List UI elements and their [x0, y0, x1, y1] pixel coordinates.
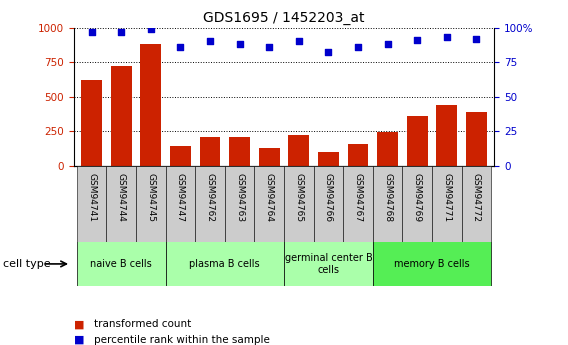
Bar — [225, 166, 254, 242]
Text: GSM94763: GSM94763 — [235, 173, 244, 222]
Bar — [343, 166, 373, 242]
Point — [206, 39, 215, 44]
Bar — [373, 241, 491, 286]
Point — [265, 44, 274, 50]
Point — [324, 50, 333, 55]
Bar — [377, 132, 398, 166]
Text: transformed count: transformed count — [94, 319, 191, 329]
Point — [87, 29, 96, 34]
Bar — [348, 144, 369, 166]
Bar — [373, 166, 402, 242]
Bar — [318, 152, 339, 166]
Text: GSM94744: GSM94744 — [116, 173, 126, 222]
Text: GSM94771: GSM94771 — [442, 173, 452, 222]
Bar — [170, 146, 191, 166]
Bar — [284, 241, 373, 286]
Point — [146, 26, 155, 32]
Bar — [166, 166, 195, 242]
Point — [294, 39, 303, 44]
Text: GSM94767: GSM94767 — [353, 173, 362, 222]
Title: GDS1695 / 1452203_at: GDS1695 / 1452203_at — [203, 11, 365, 25]
Bar — [314, 166, 343, 242]
Bar — [111, 66, 132, 166]
Point — [472, 36, 481, 41]
Text: naive B cells: naive B cells — [90, 259, 152, 269]
Bar — [432, 166, 462, 242]
Text: GSM94745: GSM94745 — [147, 173, 155, 222]
Bar — [140, 44, 161, 166]
Bar — [462, 166, 491, 242]
Text: GSM94768: GSM94768 — [383, 173, 392, 222]
Text: GSM94762: GSM94762 — [206, 173, 215, 222]
Bar — [77, 241, 166, 286]
Text: ■: ■ — [74, 319, 84, 329]
Point — [353, 44, 362, 50]
Text: GSM94764: GSM94764 — [265, 173, 274, 222]
Bar — [289, 135, 309, 166]
Bar — [166, 241, 284, 286]
Bar — [195, 166, 225, 242]
Bar — [436, 105, 457, 166]
Text: GSM94747: GSM94747 — [176, 173, 185, 222]
Point — [383, 41, 392, 47]
Text: GSM94769: GSM94769 — [413, 173, 421, 222]
Point — [413, 37, 422, 43]
Bar — [106, 166, 136, 242]
Bar — [77, 166, 106, 242]
Bar — [229, 137, 250, 166]
Bar — [254, 166, 284, 242]
Text: ■: ■ — [74, 335, 84, 345]
Text: memory B cells: memory B cells — [394, 259, 470, 269]
Bar — [136, 166, 166, 242]
Text: plasma B cells: plasma B cells — [190, 259, 260, 269]
Bar — [466, 112, 487, 166]
Text: GSM94765: GSM94765 — [294, 173, 303, 222]
Bar — [284, 166, 314, 242]
Point — [116, 29, 126, 34]
Point — [176, 44, 185, 50]
Point — [442, 34, 452, 40]
Bar — [199, 137, 220, 166]
Point — [235, 41, 244, 47]
Text: GSM94772: GSM94772 — [472, 173, 481, 222]
Bar — [81, 80, 102, 166]
Text: germinal center B
cells: germinal center B cells — [285, 253, 372, 275]
Text: percentile rank within the sample: percentile rank within the sample — [94, 335, 270, 345]
Bar — [402, 166, 432, 242]
Bar — [259, 148, 279, 166]
Text: cell type: cell type — [3, 259, 51, 269]
Bar — [407, 116, 428, 166]
Text: GSM94741: GSM94741 — [87, 173, 96, 222]
Text: GSM94766: GSM94766 — [324, 173, 333, 222]
